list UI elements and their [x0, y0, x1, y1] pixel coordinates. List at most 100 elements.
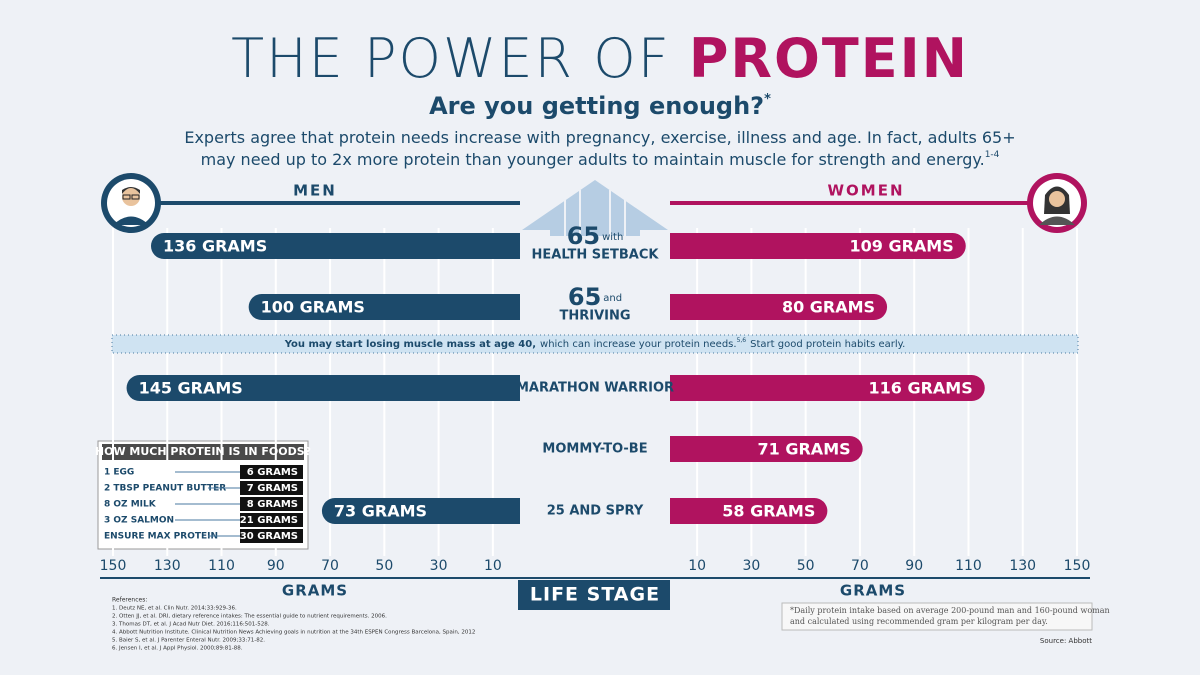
x-tick-label: 130 — [154, 558, 181, 574]
center-arrow — [522, 180, 668, 566]
subtitle: Are you getting enough?* — [429, 92, 771, 121]
bar — [126, 375, 520, 401]
bar — [150, 233, 520, 259]
description-line: Experts agree that protein needs increas… — [184, 128, 1015, 147]
value-label: 71 GRAMS — [758, 440, 851, 459]
title-text: THE POWER OF — [231, 27, 671, 90]
banner-bold: You may start losing muscle mass at age … — [284, 339, 536, 350]
description: Experts agree that protein needs increas… — [184, 128, 1015, 147]
x-tick-label: 110 — [955, 558, 982, 574]
subtitle-mark: * — [764, 92, 771, 107]
men-avatar — [101, 173, 520, 233]
legend-label: WOMEN — [827, 182, 904, 200]
source: Source: Abbott — [1040, 637, 1092, 645]
bar — [670, 233, 966, 259]
food-table-title: HOW MUCH PROTEIN IS IN FOODS? — [95, 445, 311, 458]
value-label: 136 GRAMS — [163, 237, 267, 256]
description-ref: 1-4 — [985, 150, 1000, 160]
banner-text: You may start losing muscle mass at age … — [284, 337, 906, 351]
bar — [248, 294, 520, 320]
food-value-box — [240, 529, 303, 543]
reference: 3. Thomas DT, et al. J Acad Nutr Diet. 2… — [112, 622, 270, 628]
x-tick-label: 70 — [321, 558, 339, 574]
description: may need up to 2x more protein than youn… — [201, 150, 1000, 169]
x-tick-label: 30 — [430, 558, 448, 574]
category-age: 65 and — [568, 283, 622, 311]
description-line: may need up to 2x more protein than youn… — [201, 150, 985, 169]
center-label: LIFE STAGE — [530, 584, 660, 606]
food-value-box — [240, 513, 303, 527]
x-tick-label: 130 — [1009, 558, 1036, 574]
x-tick-label: 150 — [1064, 558, 1091, 574]
value-label: 80 GRAMS — [782, 298, 875, 317]
x-tick-label: 70 — [851, 558, 869, 574]
age-connector: with — [602, 232, 623, 243]
age-connector: and — [603, 293, 622, 304]
banner — [111, 334, 1079, 354]
x-tick-label: 90 — [905, 558, 923, 574]
x-tick-label: 110 — [208, 558, 235, 574]
footnote: and calculated using recommended gram pe… — [790, 617, 1048, 626]
bar — [670, 375, 985, 401]
food-grams: 30 GRAMS — [240, 531, 298, 542]
food-grams: 21 GRAMS — [240, 515, 298, 526]
bar — [670, 498, 828, 524]
x-tick-label: 90 — [267, 558, 285, 574]
chart-title: THE POWER OF PROTEIN — [231, 27, 969, 90]
x-tick-label: 50 — [797, 558, 815, 574]
food-name: 2 TBSP PEANUT BUTTER — [104, 484, 226, 494]
food-name: 3 OZ SALMON — [104, 516, 174, 526]
category-age: 65 with — [567, 222, 624, 250]
food-value-box — [240, 465, 303, 479]
category-label: MARATHON WARRIOR — [516, 381, 674, 396]
banner-ref: 5,6 — [737, 337, 747, 344]
value-label: 73 GRAMS — [334, 502, 427, 521]
life-stage-box — [518, 580, 670, 610]
food-grams: 8 GRAMS — [247, 499, 298, 510]
women-avatar — [670, 173, 1087, 233]
age-number: 65 — [567, 222, 600, 250]
food-name: 1 EGG — [104, 468, 134, 478]
banner-body: which can increase your protein needs. — [540, 339, 737, 350]
bar — [321, 498, 520, 524]
food-name: ENSURE MAX PROTEIN — [104, 532, 218, 542]
x-axis-label: GRAMS — [840, 582, 906, 600]
legend-label: MEN — [293, 182, 337, 200]
reference: 1. Deutz NE, et al. Clin Nutr. 2014;33:9… — [112, 606, 237, 612]
x-tick-label: 150 — [100, 558, 127, 574]
banner-tail: Start good protein habits early. — [750, 339, 905, 350]
food-grams: 7 GRAMS — [247, 483, 298, 494]
references-heading: References: — [112, 597, 147, 604]
value-label: 116 GRAMS — [868, 379, 972, 398]
bar — [670, 294, 888, 320]
reference: 2. Otten JJ, et al. DRI, dietary referen… — [112, 614, 387, 620]
subtitle-text: Are you getting enough? — [429, 92, 764, 120]
value-label: 100 GRAMS — [261, 298, 365, 317]
category-label: MOMMY-TO-BE — [542, 442, 647, 457]
value-label: 145 GRAMS — [139, 379, 243, 398]
reference: 6. Jensen I, et al. J Appl Physiol. 2000… — [112, 646, 243, 652]
bar — [670, 436, 863, 462]
category-label: HEALTH SETBACK — [532, 248, 660, 263]
value-label: 109 GRAMS — [850, 237, 954, 256]
footnote-box — [781, 602, 1093, 631]
food-name: 8 OZ MILK — [104, 500, 157, 510]
x-tick-label: 50 — [375, 558, 393, 574]
x-axis-label: GRAMS — [282, 582, 348, 600]
food-value-box — [240, 481, 303, 495]
reference: 5. Baier S, et al. J Parenter Enteral Nu… — [112, 638, 265, 644]
food-table-header — [102, 444, 304, 460]
x-tick-label: 30 — [742, 558, 760, 574]
footnote: *Daily protein intake based on average 2… — [790, 606, 1110, 615]
category-label: THRIVING — [559, 309, 630, 324]
food-grams: 6 GRAMS — [247, 467, 298, 478]
value-label: 58 GRAMS — [722, 502, 815, 521]
reference: 4. Abbott Nutrition Institute. Clinical … — [112, 630, 475, 636]
title-highlight: PROTEIN — [689, 27, 969, 90]
category-label: 25 AND SPRY — [547, 504, 644, 519]
age-number: 65 — [568, 283, 601, 311]
x-tick-label: 10 — [688, 558, 706, 574]
x-tick-label: 10 — [484, 558, 502, 574]
